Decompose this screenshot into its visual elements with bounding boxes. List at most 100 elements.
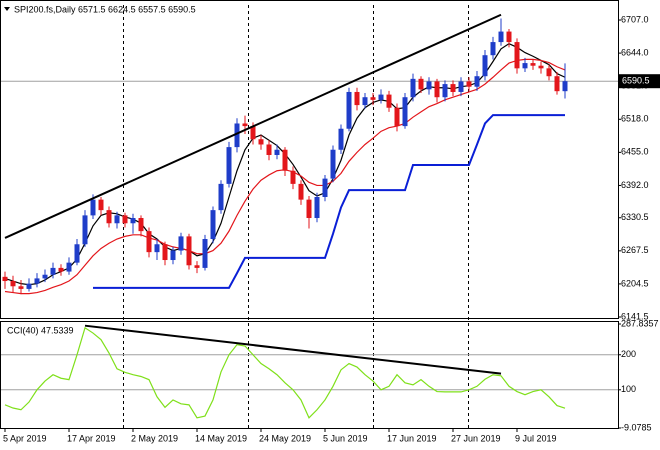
candle-body bbox=[330, 149, 336, 179]
x-tick-label: 5 Jun 2019 bbox=[323, 433, 368, 443]
candle-body bbox=[402, 97, 408, 127]
y-tick-label: 6141.5 bbox=[621, 311, 649, 321]
y-tick-label: 6518.0 bbox=[621, 114, 649, 124]
candle-body bbox=[346, 91, 352, 129]
candle-body bbox=[514, 42, 520, 69]
candle-body bbox=[538, 65, 544, 69]
candle-body bbox=[58, 267, 64, 272]
candle-body bbox=[194, 265, 200, 268]
candle-body bbox=[322, 178, 328, 198]
candle-body bbox=[202, 239, 208, 268]
candle-body bbox=[250, 126, 256, 140]
candle-body bbox=[34, 278, 40, 284]
candle-body bbox=[234, 123, 240, 148]
candle-body bbox=[530, 63, 536, 66]
trend-line bbox=[4, 13, 502, 239]
candle-body bbox=[114, 215, 120, 224]
candle-body bbox=[490, 42, 496, 56]
candle-body bbox=[474, 76, 480, 87]
candle-body bbox=[242, 123, 248, 127]
candle-body bbox=[546, 68, 552, 77]
candle-body bbox=[90, 199, 96, 216]
candle-body bbox=[394, 107, 400, 127]
y-tick-label: 100 bbox=[621, 384, 636, 394]
menu-arrow[interactable] bbox=[4, 7, 10, 11]
candle-body bbox=[370, 97, 376, 100]
candle-body bbox=[290, 170, 296, 184]
candle-body bbox=[138, 218, 144, 232]
candle-body bbox=[122, 215, 128, 224]
cci-panel-frame bbox=[0, 321, 619, 429]
candle-body bbox=[218, 183, 224, 211]
candle-body bbox=[354, 91, 360, 106]
x-tick-label: 17 Apr 2019 bbox=[67, 433, 116, 443]
candle-body bbox=[66, 262, 72, 272]
candle-body bbox=[42, 274, 48, 279]
candle-body bbox=[226, 147, 232, 184]
candle-body bbox=[26, 283, 32, 289]
x-tick-label: 24 May 2019 bbox=[259, 433, 311, 443]
candle-body bbox=[50, 267, 56, 275]
candle-body bbox=[106, 210, 112, 224]
chart-title: SPI200.fs,Daily 6571.5 6624.5 6557.5 659… bbox=[14, 4, 196, 14]
candle-body bbox=[74, 244, 80, 263]
candle-body bbox=[82, 215, 88, 245]
candle-body bbox=[522, 63, 528, 69]
x-tick-label: 9 Jul 2019 bbox=[515, 433, 557, 443]
y-tick-label: 6644.0 bbox=[621, 47, 649, 57]
candle-body bbox=[554, 76, 560, 92]
candle-body bbox=[450, 84, 456, 92]
x-tick-label: 27 Jun 2019 bbox=[451, 433, 501, 443]
indicator-line bbox=[93, 114, 565, 289]
candle-body bbox=[162, 244, 168, 261]
candle-body bbox=[178, 236, 184, 251]
candle-body bbox=[170, 250, 176, 261]
candle-body bbox=[258, 139, 264, 145]
y-tick-label: 6392.0 bbox=[621, 180, 649, 190]
candle-body bbox=[298, 183, 304, 200]
candle-body bbox=[282, 149, 288, 171]
candle-body bbox=[506, 31, 512, 43]
candle-body bbox=[482, 55, 488, 77]
y-tick-label: 6204.5 bbox=[621, 278, 649, 288]
candle-body bbox=[210, 210, 216, 240]
indicator-title: CCI(40) 47.5339 bbox=[7, 325, 74, 335]
price-panel-frame bbox=[0, 0, 619, 319]
y-tick-label: 287.8357 bbox=[621, 318, 659, 328]
x-tick-label: 5 Apr 2019 bbox=[3, 433, 47, 443]
candle-body bbox=[98, 199, 104, 211]
candle-body bbox=[2, 276, 8, 282]
candle-body bbox=[186, 236, 192, 266]
last-price-box bbox=[619, 74, 660, 89]
candle-body bbox=[362, 97, 368, 106]
x-tick-label: 14 May 2019 bbox=[195, 433, 247, 443]
candle-body bbox=[498, 31, 504, 43]
candle-body bbox=[426, 81, 432, 90]
candle-body bbox=[442, 84, 448, 98]
candle-body bbox=[154, 244, 160, 253]
candle-body bbox=[458, 81, 464, 92]
candle-body bbox=[378, 94, 384, 100]
candle-body bbox=[562, 81, 568, 92]
candle-body bbox=[18, 286, 24, 289]
candle-body bbox=[386, 94, 392, 108]
candle-body bbox=[434, 81, 440, 98]
candle-body bbox=[274, 149, 280, 155]
last-price-label: 6590.5 bbox=[622, 76, 650, 86]
candle-body bbox=[338, 128, 344, 150]
candle-body bbox=[306, 199, 312, 219]
y-tick-label: 6267.5 bbox=[621, 245, 649, 255]
candle-body bbox=[466, 81, 472, 87]
candle-body bbox=[410, 78, 416, 98]
candle-body bbox=[418, 78, 424, 90]
candle-body bbox=[314, 197, 320, 219]
x-tick-label: 2 May 2019 bbox=[131, 433, 178, 443]
x-tick-label: 17 Jun 2019 bbox=[387, 433, 437, 443]
candle-body bbox=[10, 281, 16, 287]
candle-body bbox=[130, 218, 136, 224]
y-tick-label: 6707.0 bbox=[621, 14, 649, 24]
y-tick-label: 6455.0 bbox=[621, 147, 649, 157]
candle-body bbox=[146, 231, 152, 253]
